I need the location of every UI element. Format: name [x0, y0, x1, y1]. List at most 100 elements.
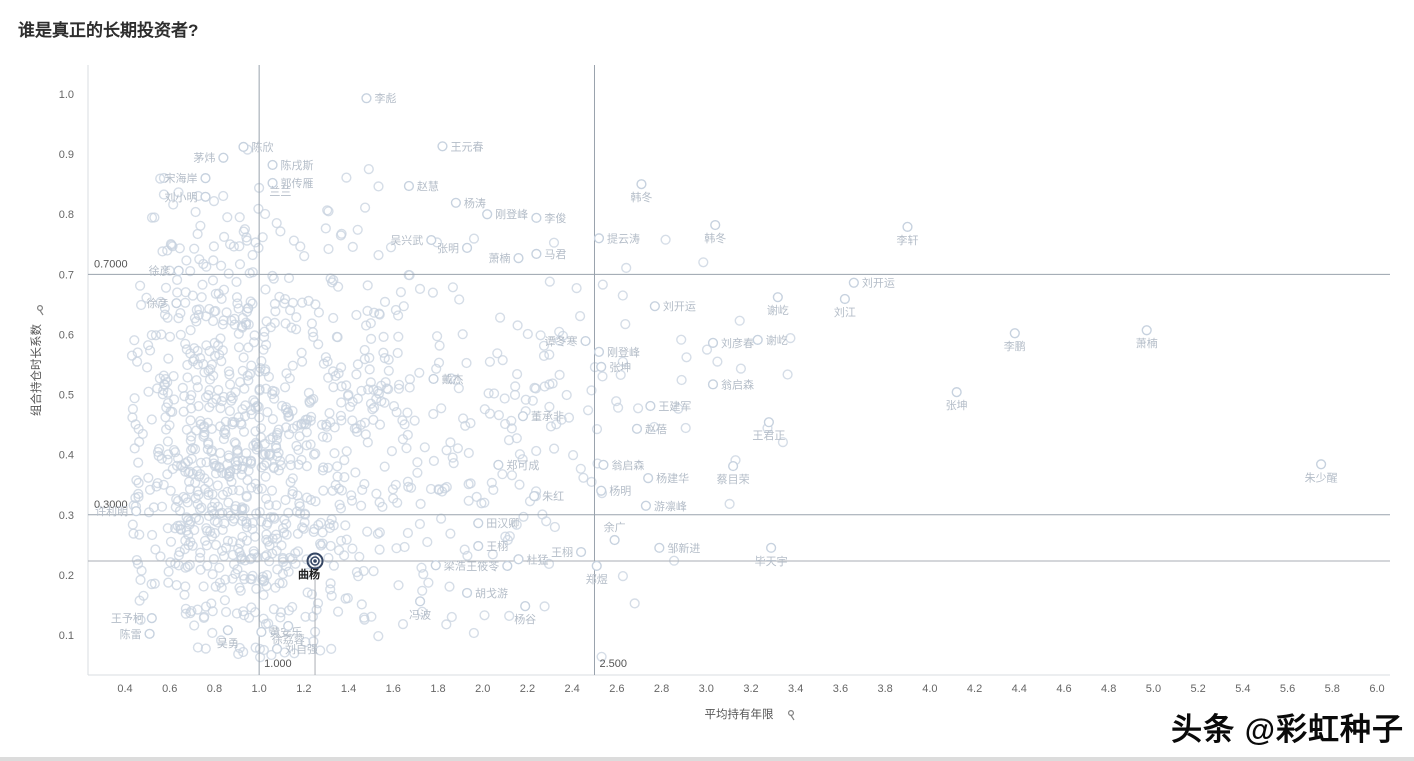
- scatter-point[interactable]: [281, 368, 292, 379]
- scatter-point[interactable]: [268, 512, 279, 523]
- scatter-point[interactable]: [287, 601, 298, 613]
- scatter-point[interactable]: [412, 467, 423, 478]
- scatter-point[interactable]: [150, 330, 162, 341]
- scatter-point[interactable]: [468, 233, 480, 244]
- scatter-point[interactable]: [133, 477, 144, 489]
- scatter-point[interactable]: [143, 472, 154, 483]
- scatter-point[interactable]: [468, 627, 480, 639]
- scatter-point[interactable]: [223, 268, 234, 279]
- labeled-scatter-point[interactable]: [520, 601, 531, 612]
- scatter-point[interactable]: [134, 529, 145, 540]
- scatter-point[interactable]: [241, 491, 252, 503]
- scatter-point[interactable]: [234, 259, 246, 270]
- scatter-point[interactable]: [499, 393, 510, 404]
- scatter-point[interactable]: [192, 345, 203, 357]
- scatter-point[interactable]: [266, 649, 277, 661]
- scatter-point[interactable]: [180, 608, 191, 619]
- scatter-point[interactable]: [782, 369, 793, 380]
- scatter-point[interactable]: [356, 599, 367, 610]
- scatter-point[interactable]: [301, 461, 313, 472]
- scatter-point[interactable]: [234, 582, 245, 593]
- scatter-point[interactable]: [398, 301, 409, 312]
- scatter-point[interactable]: [247, 249, 258, 261]
- scatter-point[interactable]: [217, 319, 228, 330]
- scatter-point[interactable]: [208, 241, 220, 252]
- scatter-point[interactable]: [336, 362, 347, 373]
- scatter-point[interactable]: [183, 540, 194, 551]
- scatter-point[interactable]: [185, 325, 196, 336]
- scatter-point[interactable]: [312, 598, 324, 609]
- labeled-scatter-point[interactable]: [591, 560, 602, 571]
- scatter-point[interactable]: [189, 243, 200, 254]
- scatter-point[interactable]: [163, 577, 174, 588]
- scatter-point[interactable]: [210, 468, 222, 479]
- scatter-point[interactable]: [374, 309, 385, 320]
- scatter-point[interactable]: [392, 347, 403, 359]
- scatter-point[interactable]: [258, 589, 269, 601]
- scatter-point[interactable]: [231, 608, 243, 619]
- scatter-point[interactable]: [219, 231, 230, 243]
- scatter-point[interactable]: [174, 546, 185, 558]
- scatter-point[interactable]: [283, 605, 295, 616]
- scatter-point[interactable]: [218, 190, 229, 202]
- scatter-point[interactable]: [374, 544, 385, 555]
- scatter-point[interactable]: [201, 261, 212, 272]
- labeled-scatter-point[interactable]: [513, 554, 524, 565]
- scatter-point[interactable]: [277, 577, 288, 589]
- scatter-point[interactable]: [250, 426, 261, 437]
- scatter-point[interactable]: [253, 242, 264, 254]
- scatter-point[interactable]: [361, 320, 372, 331]
- scatter-point[interactable]: [175, 523, 186, 535]
- scatter-point[interactable]: [237, 463, 248, 475]
- scatter-point[interactable]: [275, 612, 286, 623]
- scatter-point[interactable]: [241, 522, 252, 533]
- scatter-point[interactable]: [479, 404, 490, 415]
- scatter-point[interactable]: [284, 429, 295, 440]
- scatter-point[interactable]: [300, 636, 311, 648]
- scatter-point[interactable]: [586, 385, 597, 396]
- scatter-point[interactable]: [554, 369, 565, 381]
- labeled-scatter-point[interactable]: [766, 542, 777, 553]
- scatter-point[interactable]: [404, 382, 415, 393]
- scatter-point[interactable]: [195, 220, 206, 231]
- scatter-point[interactable]: [341, 446, 352, 457]
- scatter-point[interactable]: [252, 442, 264, 453]
- scatter-point[interactable]: [260, 284, 271, 295]
- scatter-point[interactable]: [323, 552, 334, 564]
- scatter-point[interactable]: [379, 296, 391, 308]
- scatter-point[interactable]: [269, 393, 280, 404]
- scatter-point[interactable]: [180, 297, 191, 308]
- scatter-point[interactable]: [206, 359, 218, 370]
- scatter-point[interactable]: [261, 534, 272, 545]
- scatter-point[interactable]: [168, 445, 180, 456]
- scatter-point[interactable]: [135, 280, 146, 291]
- scatter-point[interactable]: [238, 426, 250, 437]
- scatter-point[interactable]: [414, 367, 425, 378]
- scatter-point[interactable]: [225, 465, 236, 477]
- scatter-point[interactable]: [447, 282, 459, 293]
- labeled-scatter-point[interactable]: [200, 191, 211, 202]
- scatter-point[interactable]: [132, 356, 143, 367]
- scatter-point[interactable]: [548, 237, 560, 248]
- scatter-point[interactable]: [189, 620, 200, 631]
- scatter-point[interactable]: [256, 356, 267, 367]
- scatter-point[interactable]: [231, 276, 242, 288]
- scatter-point[interactable]: [162, 436, 174, 447]
- scatter-point[interactable]: [173, 495, 184, 507]
- scatter-point[interactable]: [233, 455, 244, 466]
- scatter-point[interactable]: [224, 471, 235, 482]
- scatter-point[interactable]: [208, 370, 219, 381]
- scatter-point[interactable]: [194, 304, 205, 315]
- scatter-point[interactable]: [323, 243, 334, 255]
- scatter-point[interactable]: [262, 536, 274, 547]
- scatter-point[interactable]: [275, 460, 287, 471]
- scatter-point[interactable]: [531, 445, 542, 457]
- scatter-point[interactable]: [511, 433, 522, 444]
- scatter-point[interactable]: [229, 319, 240, 330]
- scatter-point[interactable]: [331, 331, 343, 343]
- scatter-point[interactable]: [172, 520, 183, 532]
- scatter-point[interactable]: [193, 401, 204, 412]
- scatter-point[interactable]: [266, 485, 278, 496]
- scatter-point[interactable]: [171, 579, 182, 591]
- scatter-point[interactable]: [465, 478, 476, 489]
